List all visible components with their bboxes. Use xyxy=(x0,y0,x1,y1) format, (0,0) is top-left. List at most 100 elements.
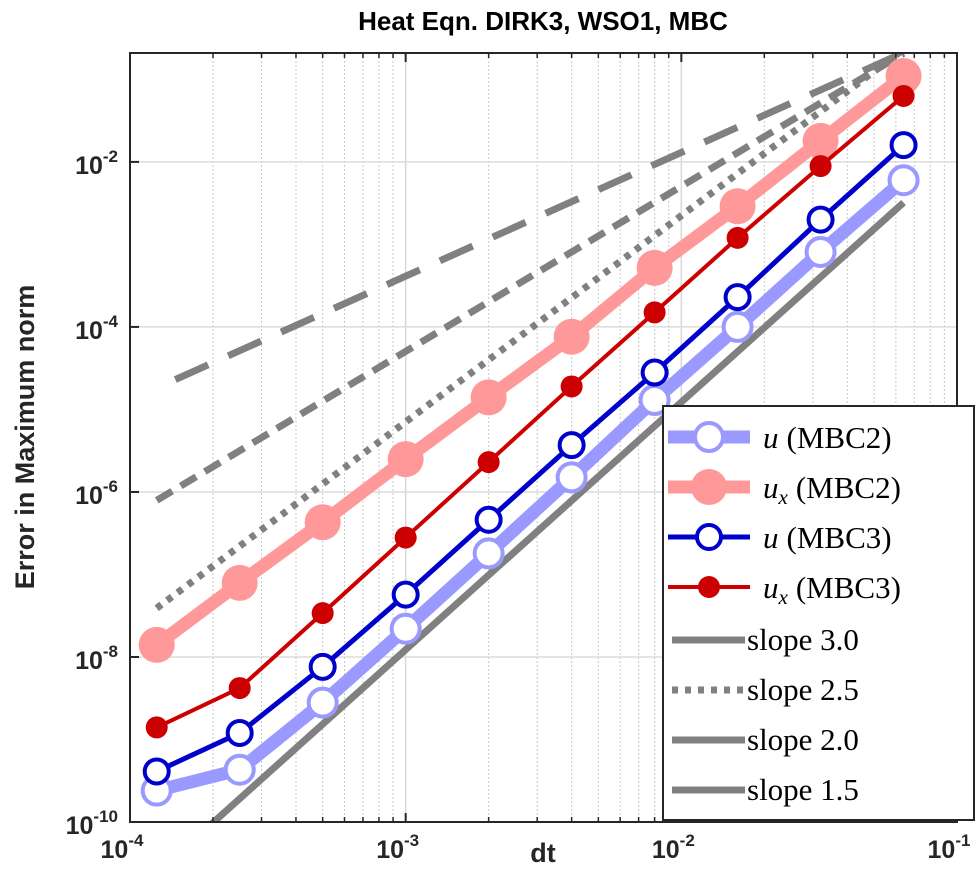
data-point xyxy=(138,626,175,663)
legend-marker xyxy=(695,523,723,551)
legend-marker xyxy=(693,421,725,453)
data-point xyxy=(228,677,251,700)
legend-label: u (MBC3) xyxy=(763,520,892,555)
y-tick-base: 10 xyxy=(66,812,94,840)
data-point xyxy=(308,652,337,681)
data-point xyxy=(221,564,258,601)
legend-tag: (MBC3) xyxy=(787,520,892,555)
data-point xyxy=(802,122,839,159)
data-point xyxy=(555,461,588,494)
data-point xyxy=(223,753,256,786)
legend-label: slope 2.5 xyxy=(747,672,859,707)
series-line-2 xyxy=(155,143,906,774)
data-point xyxy=(719,188,756,225)
data-point xyxy=(892,84,915,107)
data-point xyxy=(477,451,500,474)
x-tick-exp: -3 xyxy=(404,831,419,850)
legend-tag: (MBC3) xyxy=(796,570,901,605)
data-point xyxy=(806,205,835,234)
data-point xyxy=(885,57,922,94)
x-tick-exp: -2 xyxy=(680,831,695,850)
legend-marker xyxy=(698,576,720,598)
legend-var: u xyxy=(763,520,779,555)
y-tick-exp: -10 xyxy=(93,807,118,826)
data-point xyxy=(306,686,339,719)
legend-var: u xyxy=(763,470,779,505)
y-tick-label: 10-8 xyxy=(75,642,118,675)
x-tick-label: 10-4 xyxy=(101,831,144,864)
y-tick-exp: -8 xyxy=(103,642,118,661)
legend-label: slope 2.0 xyxy=(747,722,859,757)
x-tick-base: 10 xyxy=(376,836,404,864)
x-axis-label: dt xyxy=(530,838,555,868)
data-point xyxy=(474,505,503,534)
legend-label: slope 1.5 xyxy=(747,772,859,807)
legend-label: ux (MBC2) xyxy=(763,470,901,509)
y-tick-exp: -6 xyxy=(103,477,118,496)
data-point xyxy=(723,283,752,312)
data-point xyxy=(560,375,583,398)
data-point xyxy=(394,526,417,549)
y-tick-base: 10 xyxy=(75,647,103,675)
y-tick-label: 10-4 xyxy=(75,312,118,345)
y-tick-base: 10 xyxy=(75,317,103,345)
reference-lines xyxy=(154,53,906,822)
legend-marker xyxy=(691,469,727,505)
data-point xyxy=(145,716,168,739)
x-tick-label: 10-3 xyxy=(376,831,419,864)
y-axis-label: Error in Maximum norm xyxy=(10,285,40,590)
data-point xyxy=(721,310,754,343)
data-point xyxy=(142,757,171,786)
data-point xyxy=(470,379,507,416)
legend-tag: (MBC2) xyxy=(787,420,892,455)
y-tick-base: 10 xyxy=(75,152,103,180)
y-tick-exp: -4 xyxy=(103,312,119,331)
x-tick-exp: -1 xyxy=(955,831,970,850)
data-point xyxy=(804,235,837,268)
legend-var: u xyxy=(763,570,779,605)
legend-tag: (MBC2) xyxy=(796,470,901,505)
data-point xyxy=(809,155,832,178)
data-point xyxy=(636,249,673,286)
reference-line-slope-3-0 xyxy=(208,199,906,822)
data-point xyxy=(887,164,920,197)
chart-title: Heat Eqn. DIRK3, WSO1, MBC xyxy=(358,6,728,36)
x-tick-label: 10-1 xyxy=(928,831,971,864)
series-line-1 xyxy=(152,70,908,651)
data-point xyxy=(225,718,254,747)
data-point xyxy=(889,131,918,160)
x-tick-base: 10 xyxy=(928,836,956,864)
x-tick-base: 10 xyxy=(652,836,680,864)
legend-label: ux (MBC3) xyxy=(763,570,901,609)
x-tick-exp: -4 xyxy=(128,831,144,850)
data-point xyxy=(304,504,341,541)
data-point xyxy=(726,226,749,249)
reference-line-slope-1-5 xyxy=(173,53,906,383)
data-point xyxy=(553,318,590,355)
x-tick-label: 10-2 xyxy=(652,831,695,864)
data-point xyxy=(643,301,666,324)
legend-label: slope 3.0 xyxy=(747,622,859,657)
legend-sub: x xyxy=(778,585,789,609)
legend-label: u (MBC2) xyxy=(763,420,892,455)
y-tick-label: 10-2 xyxy=(75,147,118,180)
reference-line-slope-2-0 xyxy=(154,53,906,504)
series-line-0 xyxy=(155,175,908,797)
legend: u (MBC2)ux (MBC2)u (MBC3)ux (MBC3)slope 3.0s… xyxy=(662,405,975,821)
y-tick-exp: -2 xyxy=(103,147,118,166)
legend-sub: x xyxy=(778,485,789,509)
data-point xyxy=(472,537,505,570)
legend-var: u xyxy=(763,420,779,455)
data-point xyxy=(387,441,424,478)
data-point xyxy=(640,358,669,387)
data-point xyxy=(557,431,586,460)
data-point xyxy=(311,602,334,625)
y-tick-base: 10 xyxy=(75,482,103,510)
series-line-3 xyxy=(155,94,905,730)
y-tick-label: 10-6 xyxy=(75,477,118,510)
legend-box xyxy=(662,405,975,821)
data-point xyxy=(391,580,420,609)
data-series xyxy=(138,57,922,807)
